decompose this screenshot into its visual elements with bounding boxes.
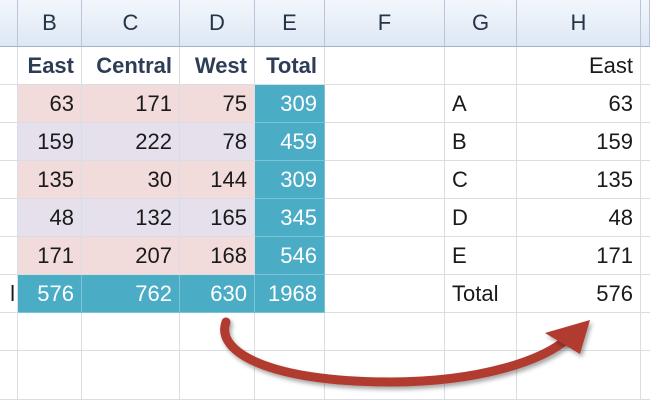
column-total-cell[interactable]: 576 [18,275,82,313]
cell-i6[interactable] [641,237,650,275]
cell-f6[interactable] [325,237,445,275]
cell-c8[interactable] [82,313,180,351]
column-header-next[interactable] [641,0,650,47]
cell-d9[interactable] [180,351,255,400]
cell-a1[interactable] [0,47,18,85]
result-value[interactable]: 159 [517,123,641,161]
table-header-east[interactable]: East [18,47,82,85]
table-cell[interactable]: 48 [18,199,82,237]
table-cell[interactable]: 222 [82,123,180,161]
result-label[interactable]: B [445,123,517,161]
cell-i2[interactable] [641,85,650,123]
cell-b8[interactable] [18,313,82,351]
cell-h9[interactable] [517,351,641,400]
cell-f9[interactable] [325,351,445,400]
row-total-cell[interactable]: 546 [255,237,325,275]
cell-f5[interactable] [325,199,445,237]
cell-f1[interactable] [325,47,445,85]
table-cell[interactable]: 207 [82,237,180,275]
table-header-west[interactable]: West [180,47,255,85]
table-cell[interactable]: 159 [18,123,82,161]
table-cell[interactable]: 30 [82,161,180,199]
result-label[interactable]: C [445,161,517,199]
column-header-e[interactable]: E [255,0,325,47]
cell-a9[interactable] [0,351,18,400]
column-header-h[interactable]: H [517,0,641,47]
column-header-c[interactable]: C [82,0,180,47]
total-row-label[interactable]: l [0,275,18,313]
cell-i9[interactable] [641,351,650,400]
table-cell[interactable]: 144 [180,161,255,199]
result-value[interactable]: 576 [517,275,641,313]
column-header-d[interactable]: D [180,0,255,47]
cell-a6[interactable] [0,237,18,275]
result-value[interactable]: 63 [517,85,641,123]
cell-a4[interactable] [0,161,18,199]
cell-f7[interactable] [325,275,445,313]
cell-f3[interactable] [325,123,445,161]
cell-i3[interactable] [641,123,650,161]
cell-e9[interactable] [255,351,325,400]
cell-f4[interactable] [325,161,445,199]
cell-i8[interactable] [641,313,650,351]
grand-total-cell[interactable]: 1968 [255,275,325,313]
cell-a5[interactable] [0,199,18,237]
result-value[interactable]: 171 [517,237,641,275]
cell-f2[interactable] [325,85,445,123]
cell-e8[interactable] [255,313,325,351]
column-header-g[interactable]: G [445,0,517,47]
cell-i7[interactable] [641,275,650,313]
result-label[interactable]: D [445,199,517,237]
table-header-total[interactable]: Total [255,47,325,85]
cell-h8[interactable] [517,313,641,351]
cell-a3[interactable] [0,123,18,161]
table-cell[interactable]: 78 [180,123,255,161]
table-cell[interactable]: 63 [18,85,82,123]
table-cell[interactable]: 171 [18,237,82,275]
table-cell[interactable]: 165 [180,199,255,237]
cell-d8[interactable] [180,313,255,351]
result-header-east[interactable]: East [517,47,641,85]
column-header-b[interactable]: B [18,0,82,47]
cell-a2[interactable] [0,85,18,123]
table-cell[interactable]: 75 [180,85,255,123]
column-total-cell[interactable]: 762 [82,275,180,313]
cell-g1[interactable] [445,47,517,85]
cell-g9[interactable] [445,351,517,400]
column-header-f[interactable]: F [325,0,445,47]
cell-c9[interactable] [82,351,180,400]
row-total-cell[interactable]: 345 [255,199,325,237]
table-cell[interactable]: 168 [180,237,255,275]
column-total-cell[interactable]: 630 [180,275,255,313]
result-value[interactable]: 135 [517,161,641,199]
corner-header[interactable] [0,0,18,47]
cell-b9[interactable] [18,351,82,400]
cell-i1[interactable] [641,47,650,85]
table-cell[interactable]: 135 [18,161,82,199]
row-total-cell[interactable]: 459 [255,123,325,161]
cell-f8[interactable] [325,313,445,351]
result-label[interactable]: Total [445,275,517,313]
cell-a8[interactable] [0,313,18,351]
result-label[interactable]: E [445,237,517,275]
row-total-cell[interactable]: 309 [255,161,325,199]
table-cell[interactable]: 132 [82,199,180,237]
cell-g8[interactable] [445,313,517,351]
cell-i5[interactable] [641,199,650,237]
table-cell[interactable]: 171 [82,85,180,123]
cell-i4[interactable] [641,161,650,199]
table-header-central[interactable]: Central [82,47,180,85]
result-value[interactable]: 48 [517,199,641,237]
row-total-cell[interactable]: 309 [255,85,325,123]
result-label[interactable]: A [445,85,517,123]
